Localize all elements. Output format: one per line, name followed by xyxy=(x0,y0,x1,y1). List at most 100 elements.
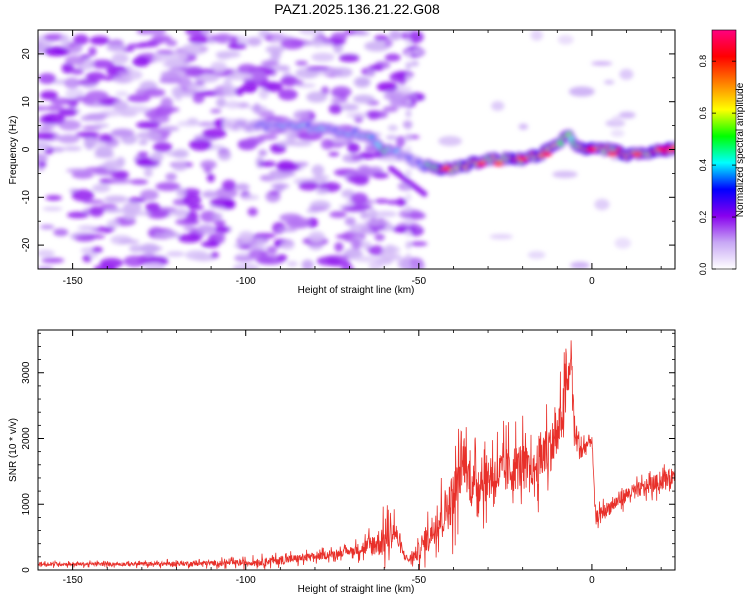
spectrogram-noise-cell xyxy=(131,211,152,216)
spectrogram-noise-cell xyxy=(64,77,80,89)
spectrogram-noise-cell xyxy=(152,54,167,62)
spectrogram-noise-cell xyxy=(135,88,145,95)
spectrogram-noise-cell xyxy=(603,80,615,85)
spectrogram-noise-cell xyxy=(75,131,100,138)
spectrogram-noise-cell xyxy=(99,257,124,269)
spectrogram-noise-cell xyxy=(409,241,428,247)
spectrogram-noise-cell xyxy=(405,241,412,250)
spectrogram-noise-cell xyxy=(210,61,227,73)
figure-title: PAZ1.2025.136.21.22.G08 xyxy=(274,1,440,17)
spectrogram-noise-cell xyxy=(213,35,232,42)
spectrogram-noise-cell xyxy=(153,232,164,240)
spectrogram-y-ticks: -20 -10 0 10 20 xyxy=(21,29,675,270)
spectrogram-noise-cell xyxy=(160,71,181,84)
spectrogram-noise-cell xyxy=(347,174,370,184)
spectrogram-noise-cell xyxy=(183,226,197,231)
spectrogram-ylabel: Frequency (Hz) xyxy=(8,116,19,185)
spectrogram-noise-cell xyxy=(347,142,360,154)
snr-xtick-label: 0 xyxy=(589,575,595,586)
spectrogram-noise-cell xyxy=(611,115,622,124)
spectrogram-noise-cell xyxy=(217,231,226,244)
spectrogram-noise-cell xyxy=(42,113,66,125)
spectrogram-noise-cell xyxy=(328,151,340,157)
spectrogram-noise-cell xyxy=(74,79,100,85)
spectrogram-noise-cell xyxy=(320,138,334,150)
spectrogram-noise-cell xyxy=(301,259,314,269)
spectrogram-noise-cell xyxy=(143,168,153,178)
spectrogram-noise-cell xyxy=(97,137,115,143)
spectrogram-noise-cell xyxy=(405,169,412,178)
spectrogram-noise-cell xyxy=(137,151,149,157)
spectrogram-noise-cell xyxy=(405,109,412,118)
spectrogram-noise-cell xyxy=(216,52,231,60)
spectrogram-noise-cell xyxy=(229,35,239,46)
spectrogram-noise-cell xyxy=(94,146,114,158)
spectrogram-noise-cell xyxy=(374,210,397,218)
spectrogram-noise-cell xyxy=(387,124,398,132)
spectrogram-noise-cell xyxy=(288,140,313,147)
spectrogram-noise-cell xyxy=(136,131,162,140)
spectrogram-xtick-label: 0 xyxy=(589,276,595,287)
spectrogram-noise-cell xyxy=(151,34,172,43)
spectrogram-noise-cell xyxy=(104,208,128,213)
spectrogram-xtick-label: -150 xyxy=(63,276,83,287)
spectrogram-noise-cell xyxy=(85,90,109,102)
spectrogram-peak-cell xyxy=(476,161,487,167)
spectrogram-noise-cell xyxy=(518,123,529,130)
spectrogram-noise-cell xyxy=(372,172,389,179)
snr-xtick-label: -50 xyxy=(412,575,427,586)
spectrogram-noise-cell xyxy=(383,91,404,101)
spectrogram-noise-cell xyxy=(276,227,298,232)
spectrogram-noise-cell xyxy=(384,53,401,62)
spectrogram-noise-cell xyxy=(405,133,412,142)
spectrogram-noise-cell xyxy=(123,255,146,267)
snr-x-ticks: -150 -100 -50 0 xyxy=(37,330,662,586)
spectrogram-noise-cell xyxy=(293,110,310,121)
spectrogram-noise-cell xyxy=(278,140,294,147)
spectrogram-noise-cell xyxy=(62,146,82,151)
spectrogram-noise-cell xyxy=(66,211,90,219)
spectrogram-noise-cell xyxy=(38,72,57,85)
spectrogram-noise-cell xyxy=(306,91,328,103)
spectrogram-noise-cell xyxy=(42,206,63,211)
spectrogram-noise-cell xyxy=(45,195,63,201)
spectrogram-noise-cell xyxy=(276,161,301,172)
spectrogram-noise-cell xyxy=(298,30,325,36)
spectrogram-noise-cell xyxy=(351,237,362,250)
snr-ytick-label: 1000 xyxy=(21,493,32,516)
spectrogram-noise-cell xyxy=(107,178,134,184)
spectrogram-noise-cell xyxy=(405,217,412,226)
spectrogram-noise-cell xyxy=(184,85,208,91)
spectrogram-noise-cell xyxy=(610,129,625,138)
spectrogram-noise-cell xyxy=(38,126,54,131)
spectrogram-noise-cell xyxy=(382,105,399,113)
spectrogram-noise-cell xyxy=(364,219,390,227)
spectrogram-peak-cell xyxy=(656,147,667,152)
spectrogram-noise-cell xyxy=(410,60,419,67)
spectrogram-noise-cell xyxy=(265,45,285,54)
spectrogram-noise-cell xyxy=(489,233,513,240)
spectrogram-noise-cell xyxy=(306,66,331,71)
colorbar-bar xyxy=(711,29,737,270)
spectrogram-noise-cell xyxy=(213,226,231,234)
spectrogram-noise-cell xyxy=(364,40,390,52)
spectrogram-noise-cell xyxy=(386,199,403,205)
spectrogram-noise-cell xyxy=(106,43,127,52)
spectrogram-noise-cell xyxy=(73,34,89,45)
spectrogram-noise-cell xyxy=(374,233,385,241)
spectrogram-noise-cell xyxy=(60,34,71,46)
spectrogram-noise-cell xyxy=(329,211,347,219)
spectrogram-noise-cell xyxy=(280,241,295,250)
spectrogram-x-ticks: -150 -100 -50 0 xyxy=(37,30,662,287)
colorbar-label: Normalized spectral amplitude xyxy=(735,82,746,217)
spectrogram-noise-cell xyxy=(172,161,188,172)
spectrogram-noise-cell xyxy=(139,189,159,201)
spectrogram-noise-cell xyxy=(357,164,372,176)
spectrogram-ytick-label: -20 xyxy=(21,237,32,252)
spectrogram-noise-cell xyxy=(127,94,151,103)
spectrogram-noise-cell xyxy=(385,135,398,140)
spectrogram-noise-cell xyxy=(360,211,370,220)
snr-series-line xyxy=(38,340,675,570)
spectrogram-noise-cell xyxy=(411,49,424,55)
spectrogram-noise-cell xyxy=(201,190,218,199)
